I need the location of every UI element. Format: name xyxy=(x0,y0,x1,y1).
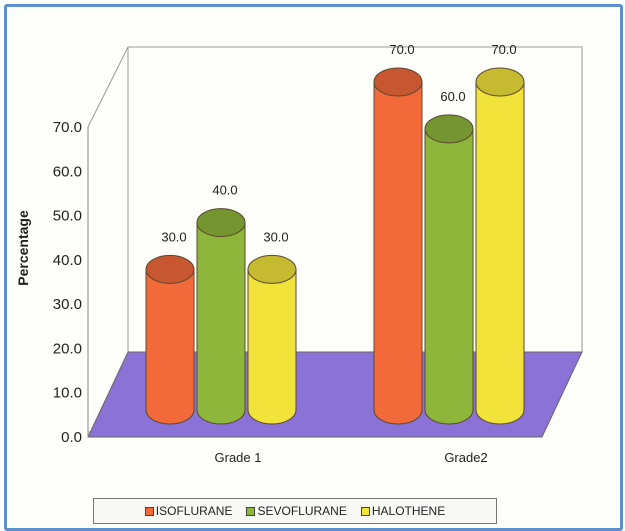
y-tick-label: 0.0 xyxy=(61,429,82,446)
bar-body xyxy=(145,268,195,425)
legend-swatch xyxy=(144,506,154,516)
y-axis-label: Percentage xyxy=(15,210,31,286)
data-label: 40.0 xyxy=(212,183,237,198)
data-label: 70.0 xyxy=(491,42,516,57)
legend-label: ISOFLURANE xyxy=(155,504,233,518)
y-tick-label: 10.0 xyxy=(53,385,82,402)
bar-halothene-2 xyxy=(475,67,525,425)
y-tick-label: 30.0 xyxy=(53,296,82,313)
data-label: 70.0 xyxy=(389,42,414,57)
bar-top xyxy=(373,67,423,97)
bar-top xyxy=(475,67,525,97)
data-label: 60.0 xyxy=(440,89,465,104)
legend-swatch xyxy=(360,506,370,516)
category-label: Grade2 xyxy=(444,450,487,465)
bar-top xyxy=(145,254,195,284)
legend-item: SEVOFLURANE xyxy=(246,504,347,518)
bar-body xyxy=(424,128,474,425)
y-tick-label: 20.0 xyxy=(53,340,82,357)
bar-isoflurane-2 xyxy=(373,67,423,425)
category-labels: Grade 1 Grade2 xyxy=(215,450,488,465)
legend-label: HALOTHENE xyxy=(371,504,446,518)
bar-body xyxy=(373,81,423,425)
legend: ISOFLURANE SEVOFLURANE HALOTHENE xyxy=(93,498,497,524)
bar-sevoflurane-2 xyxy=(424,114,474,425)
legend-item: ISOFLURANE xyxy=(144,504,233,518)
bar-body xyxy=(475,81,525,425)
category-label: Grade 1 xyxy=(215,450,262,465)
y-tick-label: 50.0 xyxy=(53,208,82,225)
bar-body xyxy=(247,268,297,425)
y-ticks: 0.0 10.0 20.0 30.0 40.0 50.0 60.0 70.0 xyxy=(53,119,82,446)
bar-body xyxy=(196,222,246,425)
y-tick-label: 60.0 xyxy=(53,163,82,180)
bars xyxy=(145,67,525,425)
y-tick-label: 40.0 xyxy=(53,252,82,269)
bar-isoflurane-1 xyxy=(145,254,195,425)
bar-sevoflurane-1 xyxy=(196,208,246,425)
bar-top xyxy=(247,254,297,284)
data-labels: 30.0 40.0 30.0 70.0 60.0 70.0 xyxy=(161,42,516,244)
data-label: 30.0 xyxy=(161,229,186,244)
bar-halothene-1 xyxy=(247,254,297,425)
legend-item: HALOTHENE xyxy=(360,504,446,518)
y-tick-label: 70.0 xyxy=(53,119,82,136)
bar-top xyxy=(424,114,474,144)
legend-label: SEVOFLURANE xyxy=(257,504,347,518)
data-label: 30.0 xyxy=(263,229,288,244)
legend-swatch xyxy=(246,506,256,516)
bar-top xyxy=(196,208,246,238)
